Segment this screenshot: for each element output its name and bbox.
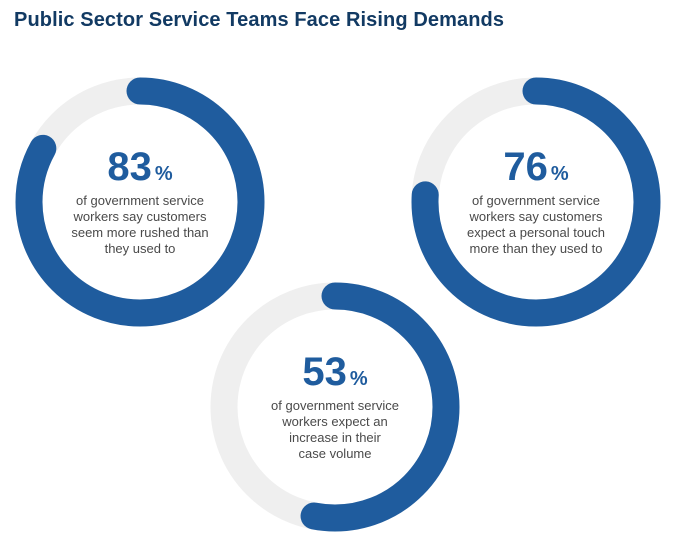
donut-value-arc bbox=[411, 77, 661, 327]
percent-value: 76 bbox=[503, 145, 548, 189]
donut-ring bbox=[210, 282, 460, 532]
stat-caption: of government service workers say custom… bbox=[53, 193, 228, 257]
donut-value-arc bbox=[15, 77, 265, 327]
caption-line: workers say customers bbox=[469, 209, 603, 224]
caption-line: expect a personal touch bbox=[466, 225, 606, 240]
caption-line: of government service bbox=[472, 193, 600, 208]
percent-value: 53 bbox=[302, 350, 347, 394]
stat-caption: of government service workers say custom… bbox=[449, 193, 624, 257]
caption-line: of government service bbox=[76, 193, 204, 208]
caption-line: workers expect an bbox=[282, 414, 388, 429]
percent-unit: % bbox=[154, 163, 173, 185]
caption-line: increase in their bbox=[289, 430, 381, 445]
percent-unit: % bbox=[349, 368, 368, 390]
percent-value: 83 bbox=[107, 145, 152, 189]
donut-chart-76: 76 % of government service workers say c… bbox=[410, 76, 662, 328]
stat-caption: of government service workers expect an … bbox=[248, 398, 423, 462]
caption-line: they used to bbox=[104, 241, 176, 256]
page-title: Public Sector Service Teams Face Rising … bbox=[14, 9, 505, 31]
caption-line: seem more rushed than bbox=[71, 225, 209, 240]
donut-ring bbox=[15, 77, 265, 327]
caption-line: workers say customers bbox=[73, 209, 207, 224]
donut-chart-83: 83 % of government service workers say c… bbox=[14, 76, 266, 328]
donut-chart-53: 53 % of government service workers expec… bbox=[209, 281, 461, 533]
caption-line: case volume bbox=[298, 446, 372, 461]
caption-line: of government service bbox=[271, 398, 399, 413]
donut-value-arc bbox=[210, 282, 460, 532]
caption-line: more than they used to bbox=[469, 241, 603, 256]
donut-ring bbox=[411, 77, 661, 327]
percent-unit: % bbox=[550, 163, 569, 185]
